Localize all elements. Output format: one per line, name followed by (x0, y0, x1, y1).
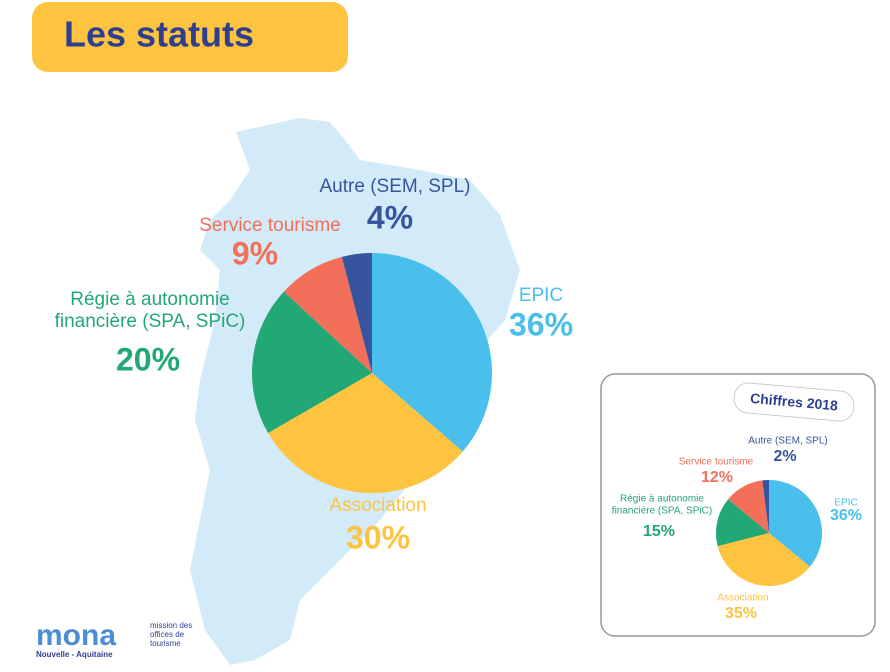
pie-slice (717, 533, 810, 587)
logo-region: Nouvelle - Aquitaine (36, 650, 113, 659)
title-box (32, 2, 348, 72)
page-title: Les statuts (64, 14, 254, 55)
value-label: 2% (773, 448, 797, 465)
pie-slice (252, 291, 372, 433)
slice-label: Régie à autonomie financière (SPA, SPiC) (54, 289, 246, 332)
value-label: 20% (115, 341, 181, 378)
pie-slice (728, 480, 769, 533)
slice-label: Régie à autonomie financière (SPA, SPiC) (611, 493, 713, 517)
logo-name: mona (36, 619, 116, 652)
slice-label: Association (717, 592, 769, 604)
slice-label: Service tourisme (678, 456, 754, 468)
slice-label: Association (329, 495, 427, 517)
logo-tagline: mission des offices de tourisme (150, 621, 193, 649)
pie-slice (268, 373, 463, 493)
value-label: 15% (642, 523, 676, 540)
value-label: 12% (700, 469, 734, 486)
inset-title: Chiffres 2018 (750, 390, 839, 414)
slice-label: Autre (SEM, SPL) (319, 176, 471, 198)
value-label: 30% (345, 519, 411, 556)
value-label: 36% (508, 306, 574, 343)
pie-slice (769, 480, 822, 567)
pie-slice (762, 480, 769, 533)
value-label: 36% (829, 507, 863, 524)
inset-badge (733, 382, 855, 422)
slice-label: EPIC (518, 285, 564, 307)
pie-slice (372, 253, 492, 452)
slice-label: Service tourisme (199, 215, 341, 237)
value-label: 35% (724, 605, 758, 622)
slice-label: Autre (SEM, SPL) (748, 435, 828, 447)
pie-slice (716, 499, 769, 547)
value-label: 9% (231, 235, 279, 272)
slice-label: EPIC (834, 497, 858, 509)
pie-slice (341, 253, 372, 373)
pie-slice (283, 256, 372, 373)
value-label: 4% (366, 199, 414, 236)
